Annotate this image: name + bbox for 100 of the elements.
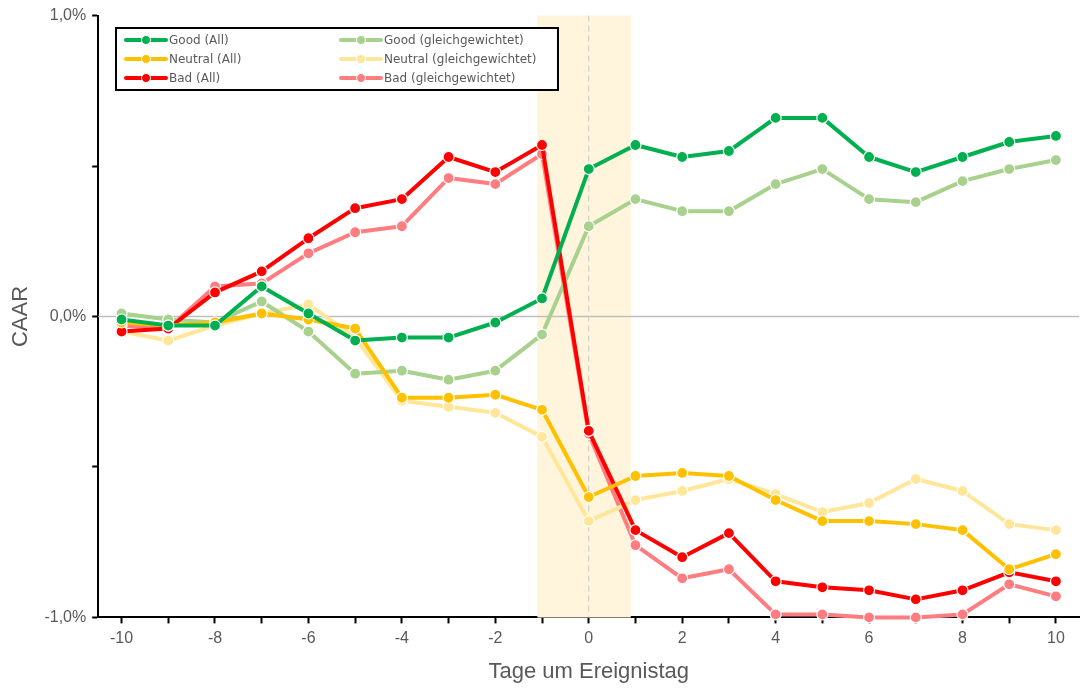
point <box>816 581 829 594</box>
point <box>162 334 175 347</box>
point <box>676 572 689 585</box>
point <box>582 515 595 528</box>
point <box>722 144 736 158</box>
point <box>676 150 689 164</box>
point <box>862 150 876 164</box>
legend-label: Neutral (All) <box>169 52 242 66</box>
point <box>769 493 782 507</box>
point <box>769 111 782 125</box>
point <box>909 593 922 606</box>
point <box>909 518 922 531</box>
point <box>535 430 549 443</box>
point <box>535 138 549 152</box>
point <box>676 466 689 480</box>
point <box>816 162 829 176</box>
point <box>629 469 642 483</box>
point <box>909 611 922 624</box>
y-tick-label: 0,0% <box>49 306 87 324</box>
point <box>1049 548 1063 561</box>
point <box>676 484 689 498</box>
point <box>442 150 455 164</box>
point <box>722 563 736 576</box>
point <box>255 265 268 278</box>
x-tick-label: -6 <box>301 629 316 647</box>
point <box>302 232 315 245</box>
point <box>862 611 876 624</box>
point <box>302 247 315 260</box>
point <box>629 493 642 507</box>
x-tick-label: -8 <box>207 629 223 647</box>
legend-label: Bad (gleichgewichtet) <box>384 71 516 85</box>
point <box>816 111 829 125</box>
point <box>489 364 502 377</box>
point <box>956 484 969 498</box>
point <box>582 490 595 504</box>
x-tick-label: 10 <box>1047 629 1065 647</box>
point <box>208 286 222 299</box>
y-tick-label: -1,0% <box>44 607 87 625</box>
point <box>722 527 736 540</box>
x-tick-label: 0 <box>584 629 594 647</box>
legend-label: Good (gleichgewichtet) <box>384 33 524 47</box>
point <box>395 220 408 233</box>
point <box>1049 129 1063 143</box>
point <box>442 331 455 344</box>
point <box>816 608 829 621</box>
point <box>862 496 876 510</box>
point <box>862 515 876 528</box>
point <box>956 584 969 597</box>
point <box>489 165 502 179</box>
point <box>862 584 876 597</box>
point <box>302 325 315 338</box>
point <box>349 226 362 239</box>
x-tick-label: 2 <box>677 629 687 647</box>
x-tick-label: -2 <box>488 629 503 647</box>
point <box>442 373 455 386</box>
point <box>909 165 922 179</box>
point <box>302 307 315 320</box>
point <box>956 608 969 621</box>
point <box>629 524 642 537</box>
point <box>349 202 362 215</box>
point <box>535 403 549 416</box>
point <box>1049 524 1063 537</box>
point <box>862 193 876 206</box>
point <box>349 367 362 380</box>
point <box>395 331 408 344</box>
legend-label: Neutral (gleichgewichtet) <box>384 52 537 66</box>
point <box>676 551 689 564</box>
point <box>489 388 502 401</box>
y-tick-label: 1,0% <box>49 6 87 24</box>
point <box>395 364 408 377</box>
point <box>1003 578 1016 591</box>
point <box>535 292 549 305</box>
point <box>255 295 268 308</box>
x-tick-label: 4 <box>771 629 781 647</box>
point <box>582 220 595 233</box>
point <box>1049 590 1063 603</box>
point <box>1049 575 1063 588</box>
point <box>956 524 969 537</box>
x-tick-label: -10 <box>109 629 134 647</box>
point <box>489 316 502 329</box>
point <box>442 171 455 185</box>
point <box>769 575 782 588</box>
point <box>909 472 922 486</box>
point <box>629 539 642 552</box>
point <box>629 138 642 152</box>
legend-label: Bad (All) <box>169 71 221 85</box>
point <box>582 162 595 176</box>
point <box>1003 135 1016 149</box>
point <box>956 150 969 164</box>
point <box>1049 153 1063 167</box>
point <box>349 322 362 335</box>
point <box>535 328 549 341</box>
point <box>1003 162 1016 176</box>
x-tick-label: 6 <box>864 629 874 647</box>
point <box>722 205 736 218</box>
point <box>395 193 408 206</box>
point <box>816 515 829 528</box>
point <box>442 391 455 404</box>
x-tick-label: -4 <box>394 629 410 647</box>
x-tick-label: 8 <box>958 629 968 647</box>
